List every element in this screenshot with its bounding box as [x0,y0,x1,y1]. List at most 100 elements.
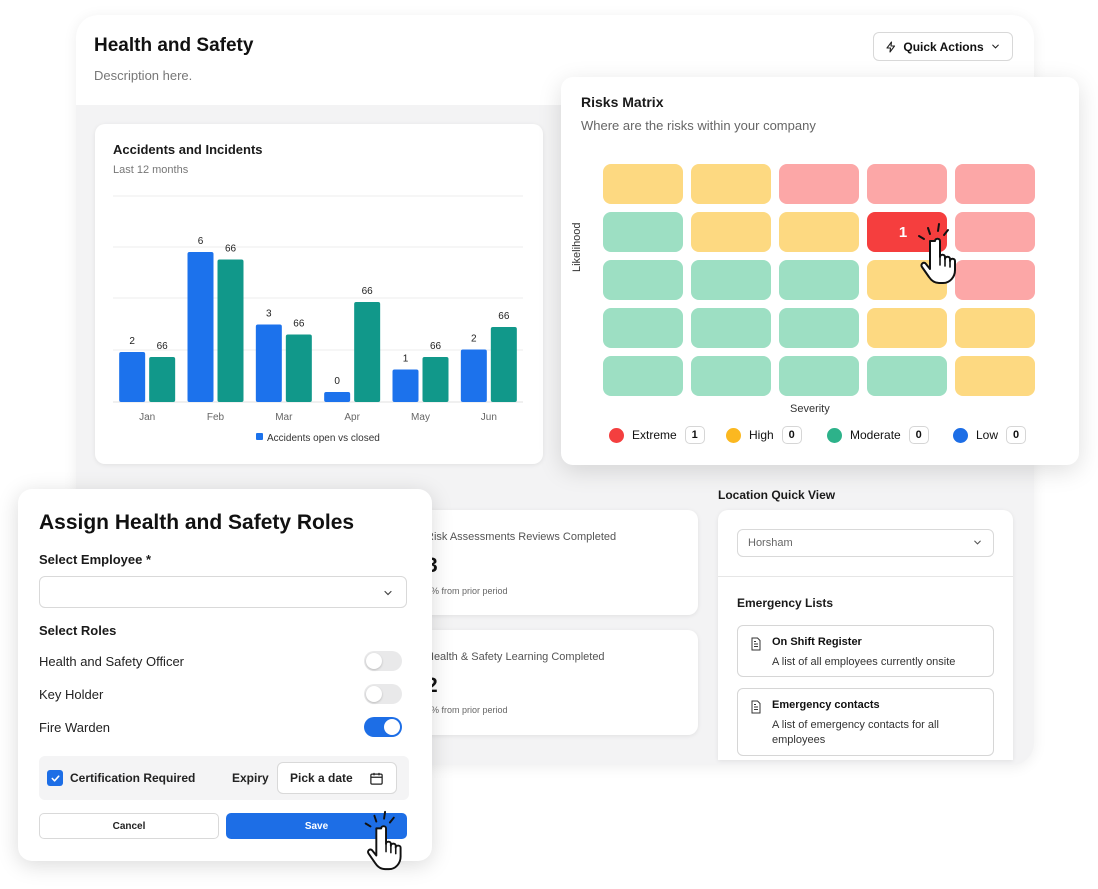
tick-label: Apr [344,412,360,423]
severity-axis-label: Severity [790,403,830,415]
expiry-label: Expiry [232,771,269,785]
bar-open [187,252,214,402]
assign-roles-title: Assign Health and Safety Roles [39,511,355,534]
chevron-down-icon [974,540,981,545]
legend-extreme: Extreme 1 [609,426,705,444]
data-label-closed: 66 [157,341,169,352]
data-label-open: 0 [334,376,340,387]
legend-label: Low [976,428,999,442]
matrix-cell-low[interactable] [867,356,947,396]
legend-moderate: Moderate 0 [827,426,929,444]
tick-label: Feb [207,412,225,423]
cancel-button[interactable]: Cancel [39,813,219,839]
matrix-cell-low[interactable] [691,260,771,300]
legend-label: High [749,428,774,442]
matrix-cell-low[interactable] [779,308,859,348]
stat-label: Health & Safety Learning Completed [426,651,605,663]
pointer-hand-icon [364,810,402,871]
legend-label: Moderate [850,428,901,442]
matrix-cell-low[interactable] [779,260,859,300]
data-label-closed: 66 [225,244,237,255]
location-quick-view-title: Location Quick View [718,488,836,502]
calendar-icon [370,772,383,785]
bar-open [392,369,419,402]
bar-open [460,349,487,402]
matrix-cell-extreme[interactable] [955,164,1035,204]
certification-checkbox[interactable] [47,770,63,786]
matrix-cell-low[interactable] [779,356,859,396]
matrix-cell-high[interactable] [955,260,1035,300]
legend-label: Extreme [632,428,677,442]
matrix-cell-extreme-active[interactable]: 1 [867,212,947,252]
data-label-open: 1 [403,354,409,365]
checkmark-icon [51,774,59,782]
chevron-down-icon [384,590,392,596]
pointer-hand-icon [918,223,956,284]
legend-swatch [256,433,263,440]
bar-closed [490,327,517,402]
assign-roles-card: Assign Health and Safety Roles Select Em… [18,489,432,871]
emergency-list-item-contacts[interactable]: Emergency contacts A list of emergency c… [737,688,994,756]
data-label-closed: 66 [362,286,374,297]
matrix-cell-moderate[interactable] [603,164,683,204]
page-title: Health and Safety [94,35,254,56]
matrix-cell-low[interactable] [603,212,683,252]
tick-label: Jun [481,412,497,423]
data-label-open: 2 [129,336,135,347]
tick-label: Mar [275,412,293,423]
chevron-down-icon [991,44,999,49]
matrix-cell-moderate[interactable] [691,164,771,204]
legend-dot [609,427,624,443]
stat-card-learning: Health & Safety Learning Completed 2 8% … [420,630,698,735]
data-label-open: 6 [198,236,204,247]
emergency-item-title: Emergency contacts [772,699,880,711]
data-label-closed: 66 [430,341,442,352]
document-icon [751,637,761,651]
location-select[interactable]: Horsham [737,529,994,557]
matrix-cell-moderate[interactable] [779,212,859,252]
location-value: Horsham [748,537,793,549]
matrix-cell-low[interactable] [691,356,771,396]
data-label-closed: 66 [498,311,510,322]
matrix-cell-low[interactable] [691,308,771,348]
bar-closed [422,357,449,402]
legend-low: Low 0 [953,426,1027,444]
tick-label: May [411,412,430,423]
legend-dot [827,427,842,443]
matrix-cell-low[interactable] [603,260,683,300]
quick-actions-button[interactable]: Quick Actions [873,32,1013,61]
document-icon [751,700,761,714]
matrix-cell-moderate[interactable] [691,212,771,252]
matrix-cell-high[interactable] [867,164,947,204]
bar-closed [285,334,312,402]
legend-count: 0 [781,426,802,444]
select-roles-label: Select Roles [39,623,117,638]
matrix-cell-moderate[interactable] [955,356,1035,396]
matrix-cell-low[interactable] [603,308,683,348]
bar-closed [354,302,381,402]
matrix-cell-moderate[interactable] [867,308,947,348]
legend-count: 0 [1006,426,1027,444]
risk-matrix-subtitle: Where are the risks within your company [581,118,816,133]
expiry-date-picker[interactable]: Pick a date [277,762,397,794]
matrix-cell-high[interactable] [955,212,1035,252]
emergency-item-desc: A list of emergency contacts for all emp… [772,719,939,746]
location-card: Horsham Emergency Lists On Shift Registe… [718,510,1013,760]
role-label-hs-officer: Health and Safety Officer [39,654,185,669]
matrix-cell-high[interactable] [779,164,859,204]
matrix-cell-moderate[interactable] [955,308,1035,348]
employee-select[interactable] [39,576,407,608]
legend-label: Accidents open vs closed [267,433,380,444]
stat-delta: 8% from prior period [426,705,508,715]
toggle-key-holder[interactable] [364,684,402,704]
toggle-hs-officer[interactable] [364,651,402,671]
data-label-open: 2 [471,334,477,345]
legend-count: 0 [908,426,929,444]
bar-closed [149,357,176,402]
toggle-fire-warden[interactable] [364,717,402,737]
matrix-cell-count: 1 [898,223,908,241]
select-employee-label: Select Employee * [39,552,151,567]
emergency-list-item-on-shift[interactable]: On Shift Register A list of all employee… [737,625,994,677]
matrix-cell-low[interactable] [603,356,683,396]
accidents-title: Accidents and Incidents [113,142,263,157]
